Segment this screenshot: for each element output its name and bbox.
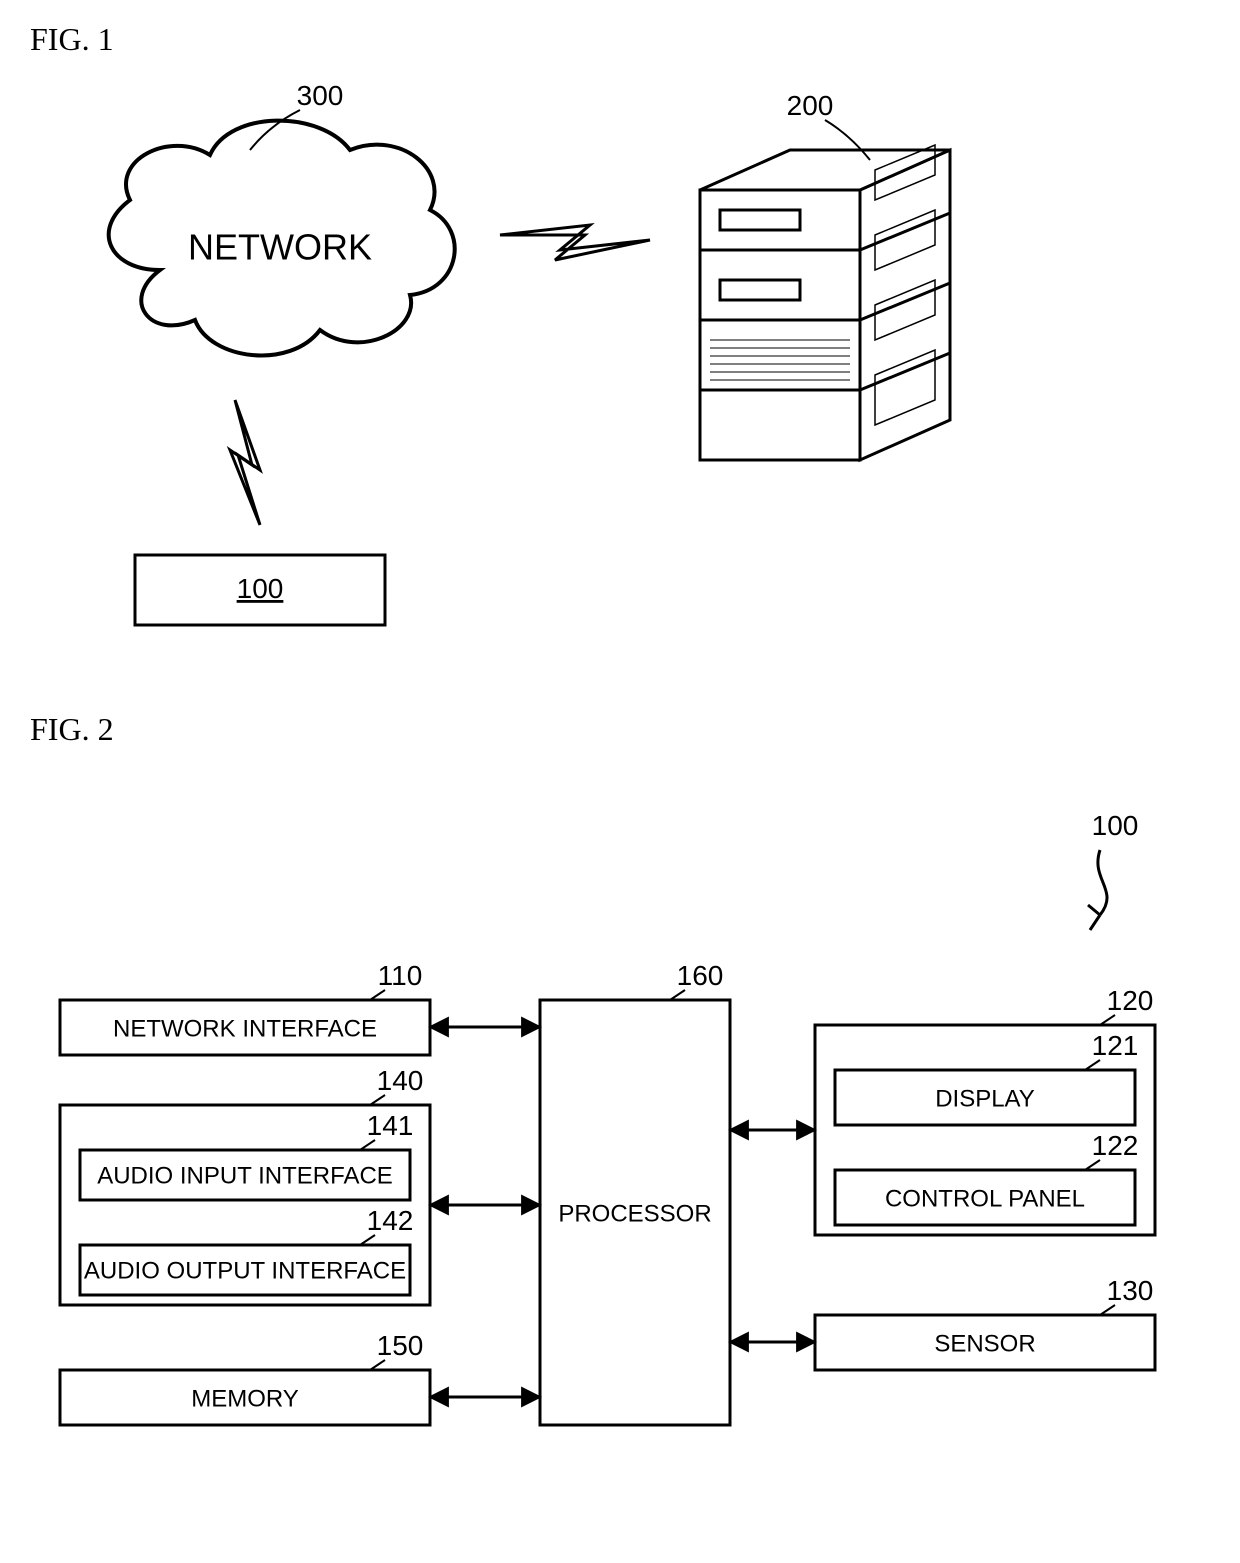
ref-100: 100	[237, 573, 284, 604]
fig2-title: FIG. 2	[30, 711, 114, 747]
network-cloud: NETWORK	[109, 121, 455, 356]
processor-label: PROCESSOR	[558, 1200, 711, 1227]
ref-120: 120	[1107, 985, 1154, 1016]
sensor-label: SENSOR	[934, 1330, 1035, 1357]
control-panel-label: CONTROL PANEL	[885, 1185, 1085, 1212]
display-label: DISPLAY	[935, 1085, 1035, 1112]
bolt-down	[230, 400, 260, 525]
ref-system-100: 100	[1092, 810, 1139, 841]
ref-122: 122	[1092, 1130, 1139, 1161]
ref-140: 140	[377, 1065, 424, 1096]
bolt-right	[500, 225, 650, 260]
ref-121: 121	[1092, 1030, 1139, 1061]
ref-300: 300	[297, 80, 344, 111]
ref-110: 110	[378, 960, 423, 991]
fig1-title: FIG. 1	[30, 21, 114, 57]
server	[700, 145, 950, 460]
ref-142: 142	[367, 1205, 414, 1236]
ref-150: 150	[377, 1330, 424, 1361]
ref-200: 200	[787, 90, 834, 121]
arrowhead-100	[1088, 905, 1100, 930]
squiggle-100	[1098, 850, 1107, 915]
audio-input-label: AUDIO INPUT INTERFACE	[97, 1162, 393, 1189]
ref-160: 160	[677, 960, 724, 991]
memory-label: MEMORY	[191, 1385, 299, 1412]
audio-output-label: AUDIO OUTPUT INTERFACE	[84, 1257, 406, 1284]
ref-130: 130	[1107, 1275, 1154, 1306]
ref-141: 141	[367, 1110, 414, 1141]
network-label: NETWORK	[188, 227, 372, 268]
network-interface-label: NETWORK INTERFACE	[113, 1015, 377, 1042]
